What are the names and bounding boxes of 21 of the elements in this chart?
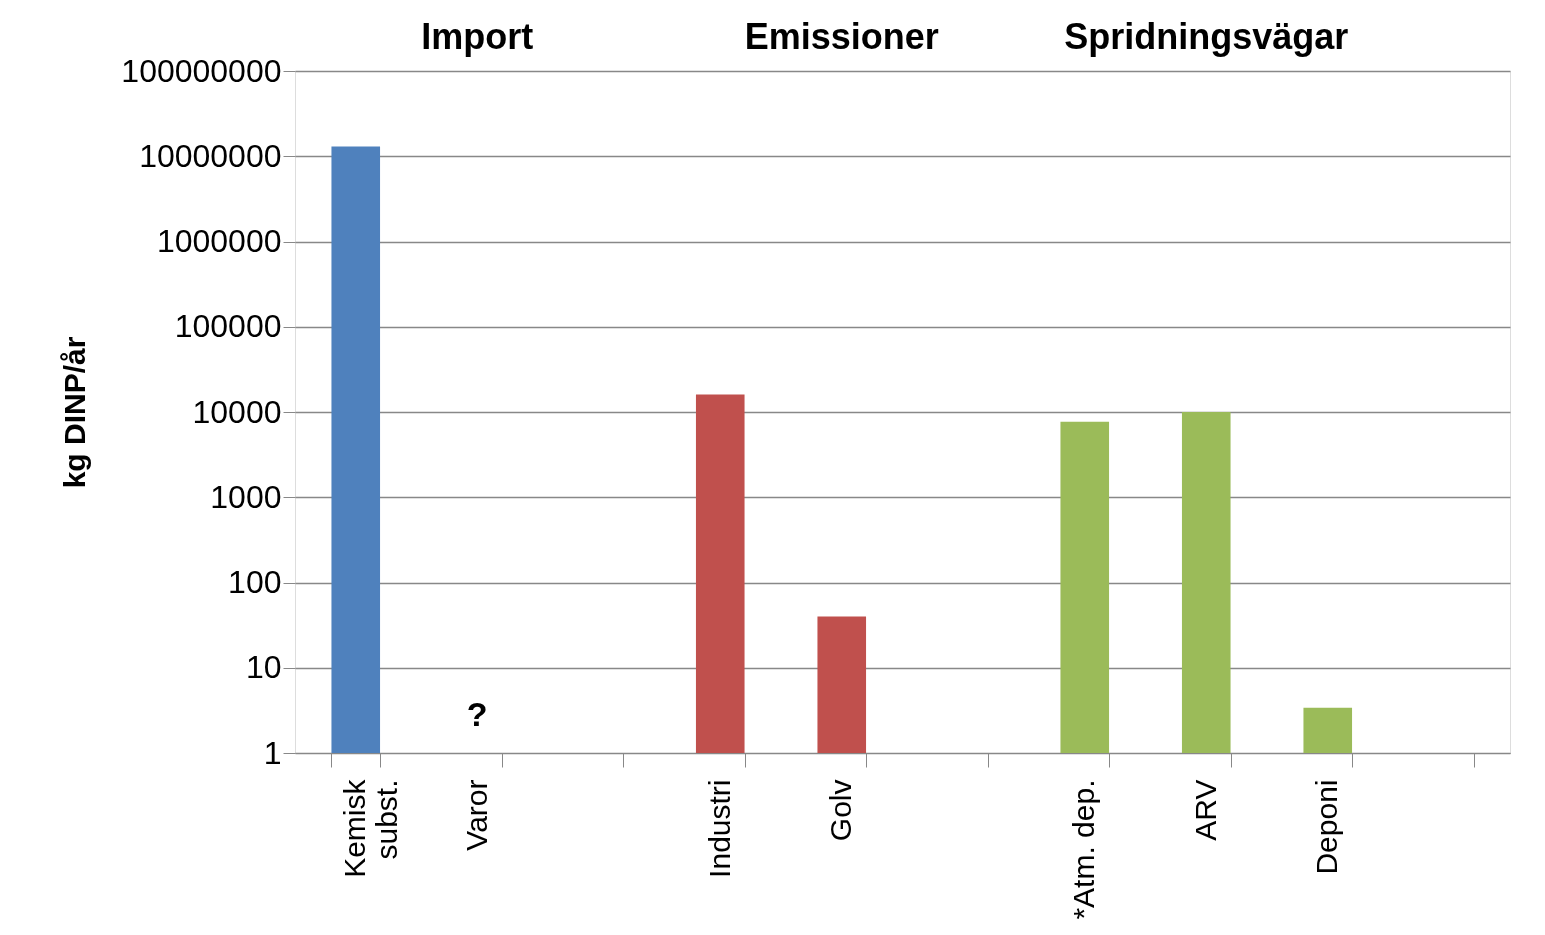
y-tick-label: 10000 [192, 393, 282, 430]
y-tick-label: 10 [245, 649, 282, 686]
y-tick-label: 1 [263, 734, 282, 771]
x-tick-label: Kemisk subst. [338, 778, 404, 878]
text: Emissioner [744, 16, 939, 57]
y-tick-label: 1000000 [156, 223, 282, 259]
x-tick-label: Deponi [1310, 779, 1344, 875]
text: Import [421, 16, 534, 57]
y-tick-label: 10000000 [139, 137, 282, 174]
x-tick-label: Varor [459, 779, 493, 851]
text: Spridningsvägar [1064, 16, 1349, 57]
y-tick-label: 100 [228, 564, 282, 600]
x-tick-label: ARV [1188, 779, 1222, 841]
x-tick-label: Golv [824, 779, 858, 842]
y-tick-label: 100000000 [121, 52, 282, 89]
x-tick-label: *Atm. dep. [1067, 779, 1101, 920]
y-tick-label: 100000 [174, 308, 282, 345]
annotation: ? [466, 695, 488, 733]
x-tick-label: Industri [702, 779, 736, 878]
y-axis-title: kg DINP/år [58, 336, 92, 489]
y-tick-label: 1000 [210, 478, 282, 515]
